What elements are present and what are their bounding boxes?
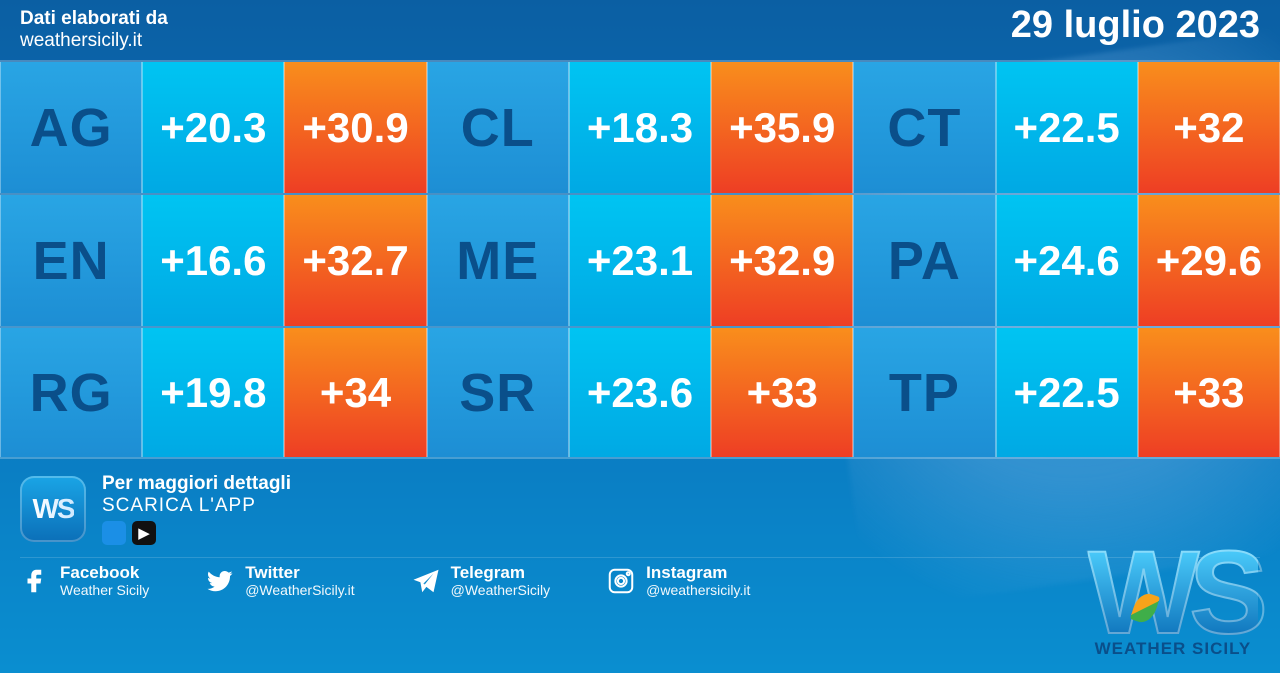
social-handle: @WeatherSicily.it <box>245 582 354 598</box>
source-label: Dati elaborati da <box>20 8 168 30</box>
header-date: 29 luglio 2023 <box>1011 4 1260 47</box>
instagram-icon <box>606 566 636 596</box>
province-code-cell: PA <box>853 195 995 326</box>
province-code: RG <box>30 362 113 424</box>
max-temp-cell: +29.6 <box>1138 195 1280 326</box>
social-name: Facebook <box>60 564 149 582</box>
playstore-glyph: ▶ <box>138 524 150 542</box>
max-temp-cell: +35.9 <box>711 62 853 193</box>
min-temp: +22.5 <box>1014 104 1120 152</box>
min-temp-cell: +18.3 <box>569 62 711 193</box>
min-temp-cell: +20.3 <box>142 62 284 193</box>
grid-row: EN +16.6 +32.7 ME +23.1 +32.9 PA +24.6 +… <box>0 193 1280 326</box>
app-promo-line2: SCARICA L'APP <box>102 495 291 517</box>
province-code-cell: EN <box>0 195 142 326</box>
province-code: SR <box>459 362 536 424</box>
min-temp-cell: +23.1 <box>569 195 711 326</box>
app-promo-text: Per maggiori dettagli SCARICA L'APP ▶ <box>102 473 291 545</box>
social-twitter: Twitter @WeatherSicily.it <box>205 564 354 598</box>
social-handle: @weathersicily.it <box>646 582 750 598</box>
max-temp: +32 <box>1173 104 1244 152</box>
social-text: Twitter @WeatherSicily.it <box>245 564 354 598</box>
min-temp: +24.6 <box>1014 237 1120 285</box>
temperature-grid: AG +20.3 +30.9 CL +18.3 +35.9 CT +22.5 +… <box>0 60 1280 459</box>
min-temp: +18.3 <box>587 104 693 152</box>
appstore-icon <box>102 521 126 545</box>
min-temp: +22.5 <box>1014 369 1120 417</box>
twitter-icon <box>205 566 235 596</box>
social-facebook: Facebook Weather Sicily <box>20 564 149 598</box>
province-code-cell: SR <box>427 328 569 457</box>
province-code-cell: ME <box>427 195 569 326</box>
province-code: AG <box>30 97 113 159</box>
source-block: Dati elaborati da weathersicily.it <box>20 8 168 52</box>
province-code: CL <box>461 97 535 159</box>
app-promo-line1: Per maggiori dettagli <box>102 473 291 495</box>
social-name: Instagram <box>646 564 750 582</box>
max-temp-cell: +33 <box>711 328 853 457</box>
social-text: Facebook Weather Sicily <box>60 564 149 598</box>
province-code-cell: AG <box>0 62 142 193</box>
max-temp: +29.6 <box>1156 237 1262 285</box>
social-instagram: Instagram @weathersicily.it <box>606 564 750 598</box>
app-icon: WS <box>20 476 86 542</box>
province-code-cell: RG <box>0 328 142 457</box>
max-temp: +34 <box>320 369 391 417</box>
province-code: TP <box>889 362 960 424</box>
playstore-icon: ▶ <box>132 521 156 545</box>
grid-row: RG +19.8 +34 SR +23.6 +33 TP +22.5 +33 <box>0 326 1280 459</box>
social-handle: @WeatherSicily <box>451 582 551 598</box>
max-temp-cell: +33 <box>1138 328 1280 457</box>
social-text: Telegram @WeatherSicily <box>451 564 551 598</box>
min-temp: +20.3 <box>160 104 266 152</box>
min-temp-cell: +16.6 <box>142 195 284 326</box>
grid-row: AG +20.3 +30.9 CL +18.3 +35.9 CT +22.5 +… <box>0 60 1280 193</box>
min-temp-cell: +19.8 <box>142 328 284 457</box>
province-code: ME <box>456 230 539 292</box>
footer: WS Per maggiori dettagli SCARICA L'APP ▶… <box>0 473 1280 598</box>
province-code: CT <box>887 97 961 159</box>
max-temp: +33 <box>1173 369 1244 417</box>
max-temp-cell: +32.7 <box>284 195 426 326</box>
social-name: Twitter <box>245 564 354 582</box>
max-temp: +33 <box>747 369 818 417</box>
min-temp: +19.8 <box>160 369 266 417</box>
max-temp: +32.9 <box>729 237 835 285</box>
store-badges: ▶ <box>102 521 291 545</box>
min-temp-cell: +22.5 <box>996 328 1138 457</box>
app-icon-text: WS <box>32 493 73 525</box>
min-temp-cell: +24.6 <box>996 195 1138 326</box>
province-code: EN <box>33 230 110 292</box>
max-temp-cell: +34 <box>284 328 426 457</box>
social-text: Instagram @weathersicily.it <box>646 564 750 598</box>
facebook-icon <box>20 566 50 596</box>
max-temp-cell: +30.9 <box>284 62 426 193</box>
min-temp: +23.1 <box>587 237 693 285</box>
min-temp: +16.6 <box>160 237 266 285</box>
max-temp-cell: +32.9 <box>711 195 853 326</box>
max-temp-cell: +32 <box>1138 62 1280 193</box>
source-site: weathersicily.it <box>20 30 168 52</box>
header: Dati elaborati da weathersicily.it 29 lu… <box>0 0 1280 60</box>
brand-name: WEATHER SICILY <box>1088 639 1258 659</box>
max-temp: +35.9 <box>729 104 835 152</box>
app-promo-row: WS Per maggiori dettagli SCARICA L'APP ▶ <box>20 473 1260 545</box>
social-telegram: Telegram @WeatherSicily <box>411 564 551 598</box>
telegram-icon <box>411 566 441 596</box>
min-temp: +23.6 <box>587 369 693 417</box>
min-temp-cell: +22.5 <box>996 62 1138 193</box>
province-code-cell: TP <box>853 328 995 457</box>
max-temp: +30.9 <box>302 104 408 152</box>
province-code-cell: CL <box>427 62 569 193</box>
social-name: Telegram <box>451 564 551 582</box>
social-handle: Weather Sicily <box>60 582 149 598</box>
province-code: PA <box>888 230 961 292</box>
min-temp-cell: +23.6 <box>569 328 711 457</box>
social-row: Facebook Weather Sicily Twitter @Weather… <box>20 557 1260 598</box>
max-temp: +32.7 <box>302 237 408 285</box>
province-code-cell: CT <box>853 62 995 193</box>
